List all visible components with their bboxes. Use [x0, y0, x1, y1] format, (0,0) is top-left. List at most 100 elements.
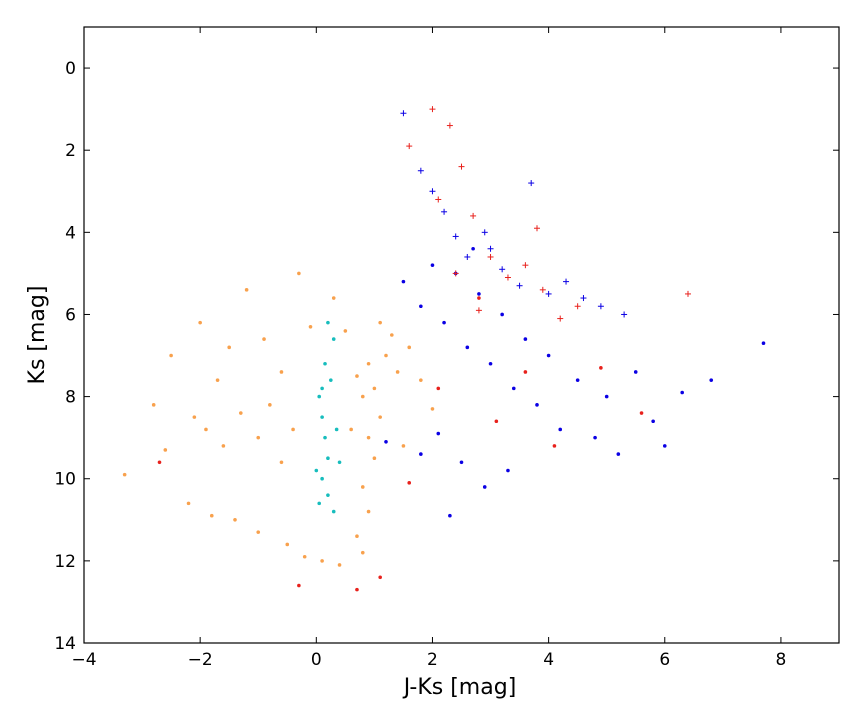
data-point	[163, 448, 168, 452]
y-tick-label: 6	[65, 305, 76, 325]
plus-marker	[435, 196, 442, 203]
data-point	[494, 419, 499, 424]
data-point	[169, 353, 173, 358]
data-point	[320, 559, 324, 563]
data-point	[297, 583, 301, 588]
plus-marker	[470, 212, 477, 219]
plus-marker	[487, 245, 494, 252]
data-point	[442, 320, 446, 325]
data-point	[297, 271, 301, 276]
data-point	[204, 427, 208, 432]
plus-marker	[504, 274, 511, 281]
data-point	[209, 513, 214, 518]
plus-marker	[545, 290, 552, 297]
data-point	[244, 288, 249, 292]
data-point	[343, 329, 348, 333]
x-tick-label: 8	[776, 650, 787, 670]
plus-marker	[464, 253, 471, 260]
data-point	[221, 444, 226, 448]
data-point	[331, 509, 336, 514]
data-point	[317, 394, 322, 399]
plus-marker	[580, 295, 587, 302]
data-point	[355, 534, 359, 539]
plus-marker	[400, 110, 407, 117]
plus-marker	[446, 122, 453, 129]
points-layer	[122, 106, 766, 592]
data-point	[349, 427, 353, 432]
data-point	[430, 407, 435, 411]
data-point	[279, 370, 284, 374]
data-point	[323, 361, 327, 366]
data-point	[372, 456, 377, 461]
data-point	[198, 320, 202, 325]
plus-marker	[522, 262, 529, 269]
data-point	[482, 485, 487, 489]
y-tick-label: 14	[54, 634, 76, 654]
y-tick-label: 2	[65, 141, 76, 161]
data-point	[401, 444, 406, 448]
data-point	[326, 320, 330, 325]
data-point	[378, 320, 382, 325]
plus-marker	[539, 286, 546, 293]
data-point	[633, 370, 638, 374]
data-point	[233, 518, 237, 522]
data-point	[662, 444, 667, 448]
data-point	[465, 345, 470, 350]
data-point	[436, 386, 441, 391]
data-point	[546, 353, 551, 358]
data-point	[680, 390, 684, 395]
data-point	[291, 427, 295, 432]
data-point	[616, 452, 621, 456]
plus-marker	[685, 290, 691, 297]
data-point	[355, 374, 359, 378]
x-tick-label: 0	[311, 650, 322, 670]
data-point	[459, 460, 464, 465]
plus-marker	[481, 229, 488, 236]
plus-marker	[452, 233, 459, 240]
data-point	[378, 575, 382, 580]
data-point	[366, 509, 371, 514]
y-tick-label: 0	[65, 59, 76, 79]
data-point	[320, 386, 324, 391]
data-point	[384, 353, 388, 358]
data-point	[360, 485, 365, 489]
data-point	[308, 324, 313, 329]
plus-marker	[429, 188, 436, 195]
data-point	[523, 337, 528, 341]
data-point	[593, 435, 597, 440]
plus-marker	[597, 303, 604, 310]
data-point	[323, 435, 327, 440]
data-point	[401, 279, 406, 284]
data-point	[448, 513, 452, 518]
data-point	[575, 378, 580, 382]
data-point	[215, 378, 220, 382]
plus-marker	[417, 167, 424, 174]
data-point	[604, 394, 609, 399]
data-point	[761, 341, 766, 346]
data-point	[239, 411, 243, 415]
plot-frame	[83, 26, 840, 644]
data-point	[262, 337, 266, 341]
data-point	[326, 493, 330, 497]
data-point	[378, 415, 382, 419]
data-point	[331, 296, 336, 300]
y-tick-label: 10	[54, 470, 76, 490]
plus-marker	[429, 106, 436, 113]
x-tick-label: −2	[188, 650, 213, 670]
plus-marker	[621, 311, 628, 318]
plus-marker	[528, 180, 535, 187]
x-tick-label: 2	[427, 650, 438, 670]
data-point	[390, 333, 394, 337]
plus-marker	[574, 303, 581, 310]
data-point	[430, 263, 435, 267]
data-point	[511, 386, 516, 391]
y-axis-label: Ks [mag]	[25, 286, 50, 385]
data-point	[320, 476, 324, 481]
data-point	[366, 435, 371, 440]
data-point	[320, 415, 324, 419]
data-point	[552, 444, 557, 448]
data-point	[192, 415, 197, 419]
x-tick-label: 6	[659, 650, 670, 670]
data-point	[329, 378, 333, 382]
